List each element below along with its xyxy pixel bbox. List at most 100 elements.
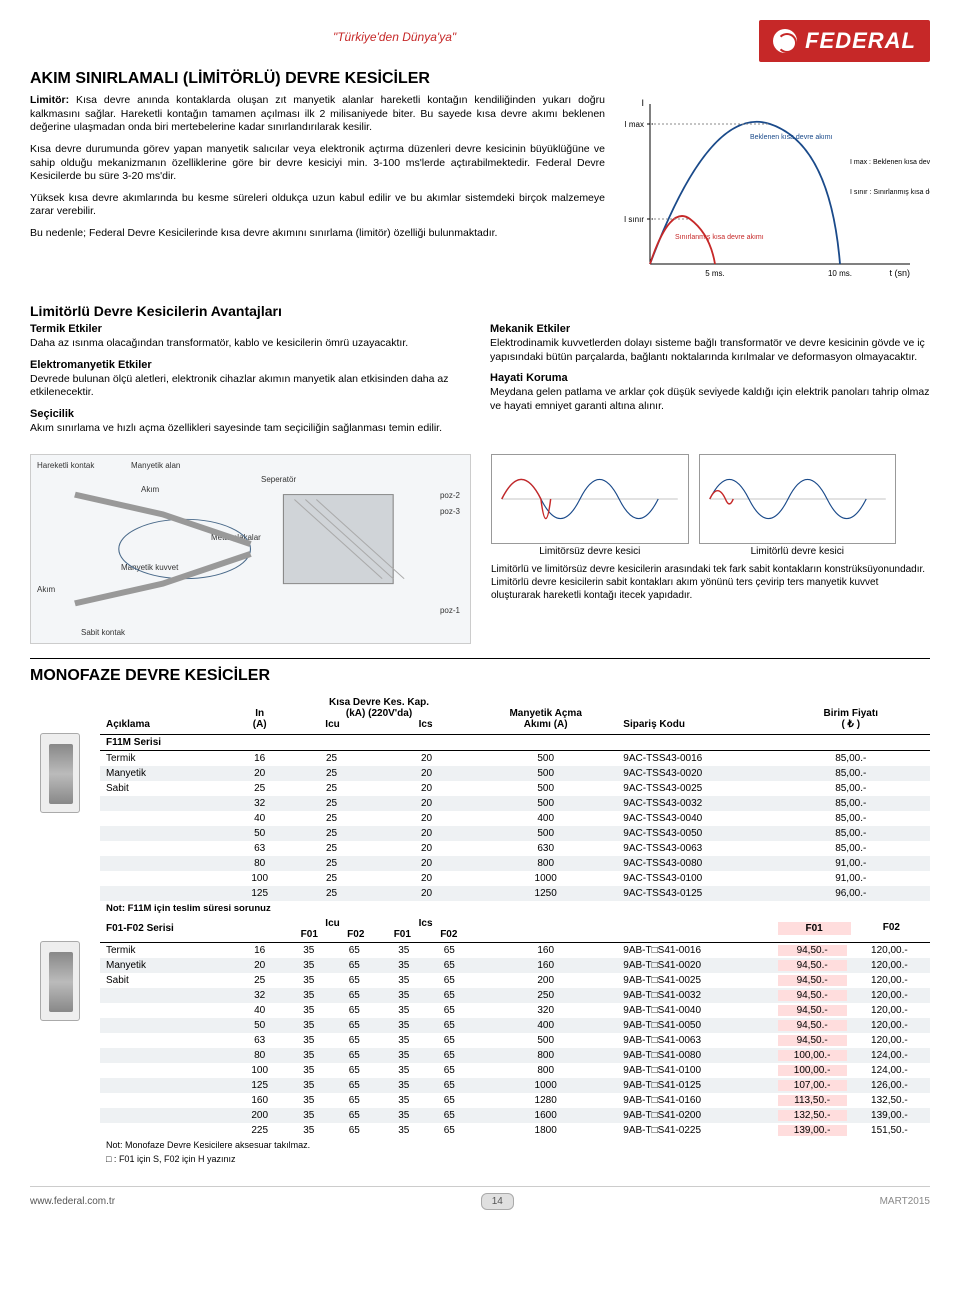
table-cell: 9AC-TSS43-0063 xyxy=(617,841,771,856)
table-cell xyxy=(100,841,235,856)
table-cell: 160 xyxy=(474,942,617,958)
table-cell: 9AC-TSS43-0032 xyxy=(617,796,771,811)
series-header: F11M Serisi xyxy=(100,734,930,750)
adv-text: Elektrodinamik kuvvetlerden dolayı siste… xyxy=(490,337,930,364)
page-title: AKIM SINIRLAMALI (LİMİTÖRLÜ) DEVRE KESİC… xyxy=(30,70,930,88)
table-row: F01-F02 SerisiIcuIcsF01F02F01F02F01F02 xyxy=(100,916,930,943)
table-cell: 3565 xyxy=(379,1003,474,1018)
table-cell: 3565 xyxy=(379,942,474,958)
table-cell: 800 xyxy=(474,1063,617,1078)
table-cell: 9AC-TSS43-0080 xyxy=(617,856,771,871)
table-cell: 25 xyxy=(284,856,379,871)
table-cell: 500 xyxy=(474,796,617,811)
table-cell: 20 xyxy=(379,826,474,841)
table-cell: 3565 xyxy=(284,942,379,958)
table-cell: 500 xyxy=(474,766,617,781)
table-cell: 25 xyxy=(284,750,379,766)
table-cell xyxy=(100,1063,235,1078)
table-cell: 25 xyxy=(284,796,379,811)
table-cell: 80 xyxy=(235,856,284,871)
table-cell xyxy=(100,1078,235,1093)
table-cell: Manyetik xyxy=(100,766,235,781)
table-cell: 1800 xyxy=(474,1123,617,1138)
th-kisa: Kısa Devre Kes. Kap. (kA) (220V'da) IcuI… xyxy=(284,693,474,735)
wave-note: Limitörlü ve limitörsüz devre kesicileri… xyxy=(491,563,930,602)
svg-text:I sınır: I sınır xyxy=(624,215,644,224)
page-footer: www.federal.com.tr 14 MART2015 xyxy=(30,1186,930,1210)
table-row: 5025205009AC-TSS43-005085,00.- xyxy=(100,826,930,841)
adv-text: Meydana gelen patlama ve arklar çok düşü… xyxy=(490,386,930,413)
separator xyxy=(30,658,930,659)
table-cell xyxy=(100,796,235,811)
table-cell: 9AC-TSS43-0100 xyxy=(617,871,771,886)
table-cell: 85,00.- xyxy=(772,796,930,811)
page-number: 14 xyxy=(481,1193,514,1210)
footer-url: www.federal.com.tr xyxy=(30,1196,115,1207)
table-cell: 9AB-T□S41-0025 xyxy=(617,973,771,988)
table-cell: 200 xyxy=(474,973,617,988)
svg-text:I: I xyxy=(641,98,644,108)
table-cell: 500 xyxy=(474,750,617,766)
table-cell: 63 xyxy=(235,1033,284,1048)
svg-text:10 ms.: 10 ms. xyxy=(828,269,852,278)
table-row: Not: F11M için teslim süresi sorunuz xyxy=(100,901,930,916)
table-cell: 25 xyxy=(235,781,284,796)
table-row: 8025208009AC-TSS43-008091,00.- xyxy=(100,856,930,871)
adv-text: Daha az ısınma olacağından transformatör… xyxy=(30,337,470,351)
table-row: Sabit25356535652009AB-T□S41-002594,50.-1… xyxy=(100,973,930,988)
product-image-1 xyxy=(40,733,80,813)
table-row: 1603565356512809AB-T□S41-0160113,50.-132… xyxy=(100,1093,930,1108)
table-cell: 3565 xyxy=(379,988,474,1003)
advantages-block: Termik Etkiler Daha az ısınma olacağından… xyxy=(30,323,930,444)
table-cell: 139,00.-151,50.- xyxy=(772,1123,930,1138)
adv-text: Devrede bulunan ölçü aletleri, elektroni… xyxy=(30,373,470,400)
table-cell: 3565 xyxy=(379,973,474,988)
th-manyetik: Manyetik Açma Akımı (A) xyxy=(474,693,617,735)
table-cell: 160 xyxy=(474,958,617,973)
brand-tagline: "Türkiye'den Dünya'ya" xyxy=(333,30,456,44)
table-cell xyxy=(100,988,235,1003)
middle-diagrams: Hareketli kontak Manyetik alan Akım Sepe… xyxy=(30,454,930,644)
table-row: Manyetik20356535651609AB-T□S41-002094,50… xyxy=(100,958,930,973)
table-cell: 20 xyxy=(379,796,474,811)
table-cell: 25 xyxy=(235,973,284,988)
th-siparis: Sipariş Kodu xyxy=(617,693,771,735)
table-cell: 9AB-T□S41-0016 xyxy=(617,942,771,958)
series2-note2: □ : F01 için S, F02 için H yazınız xyxy=(100,1152,930,1166)
adv-heading: Hayati Koruma xyxy=(490,372,930,384)
series2-price-head: F01F02 xyxy=(772,916,930,943)
table-cell: 630 xyxy=(474,841,617,856)
table-row: Manyetik2025205009AC-TSS43-002085,00.- xyxy=(100,766,930,781)
table-cell: 200 xyxy=(235,1108,284,1123)
table-cell: 50 xyxy=(235,1018,284,1033)
table-cell: 85,00.- xyxy=(772,766,930,781)
table-cell: Termik xyxy=(100,750,235,766)
table-cell: 9AB-T□S41-0040 xyxy=(617,1003,771,1018)
table-cell: 20 xyxy=(379,856,474,871)
table-cell: 3565 xyxy=(284,988,379,1003)
spec-table: Açıklama In (A) Kısa Devre Kes. Kap. (kA… xyxy=(100,693,930,1166)
table-row: 100356535658009AB-T□S41-0100100,00.-124,… xyxy=(100,1063,930,1078)
table-cell: 3565 xyxy=(379,1108,474,1123)
table-cell: 3565 xyxy=(379,1033,474,1048)
series-note: Not: F11M için teslim süresi sorunuz xyxy=(100,901,930,916)
adv-heading: Termik Etkiler xyxy=(30,323,470,335)
table-cell: 16 xyxy=(235,750,284,766)
svg-text:I max : Beklenen kısa devre ak: I max : Beklenen kısa devre akımının tep… xyxy=(850,159,930,166)
table-cell: 320 xyxy=(474,1003,617,1018)
table-cell: 1250 xyxy=(474,886,617,901)
table-cell: 3565 xyxy=(284,1093,379,1108)
table-cell: 100,00.-124,00.- xyxy=(772,1063,930,1078)
table-cell: 3565 xyxy=(284,1123,379,1138)
table-cell: 500 xyxy=(474,781,617,796)
table-cell: 100 xyxy=(235,1063,284,1078)
table-row: 6325206309AC-TSS43-006385,00.- xyxy=(100,841,930,856)
table-cell: 20 xyxy=(379,781,474,796)
adv-heading: Elektromanyetik Etkiler xyxy=(30,359,470,371)
table-cell: 9AB-T□S41-0225 xyxy=(617,1123,771,1138)
th-in: In (A) xyxy=(235,693,284,735)
table-row: 2003565356516009AB-T□S41-0200132,50.-139… xyxy=(100,1108,930,1123)
contact-diagram: Hareketli kontak Manyetik alan Akım Sepe… xyxy=(30,454,471,644)
table-cell: 3565 xyxy=(379,1123,474,1138)
table-row: 125252012509AC-TSS43-012596,00.- xyxy=(100,886,930,901)
